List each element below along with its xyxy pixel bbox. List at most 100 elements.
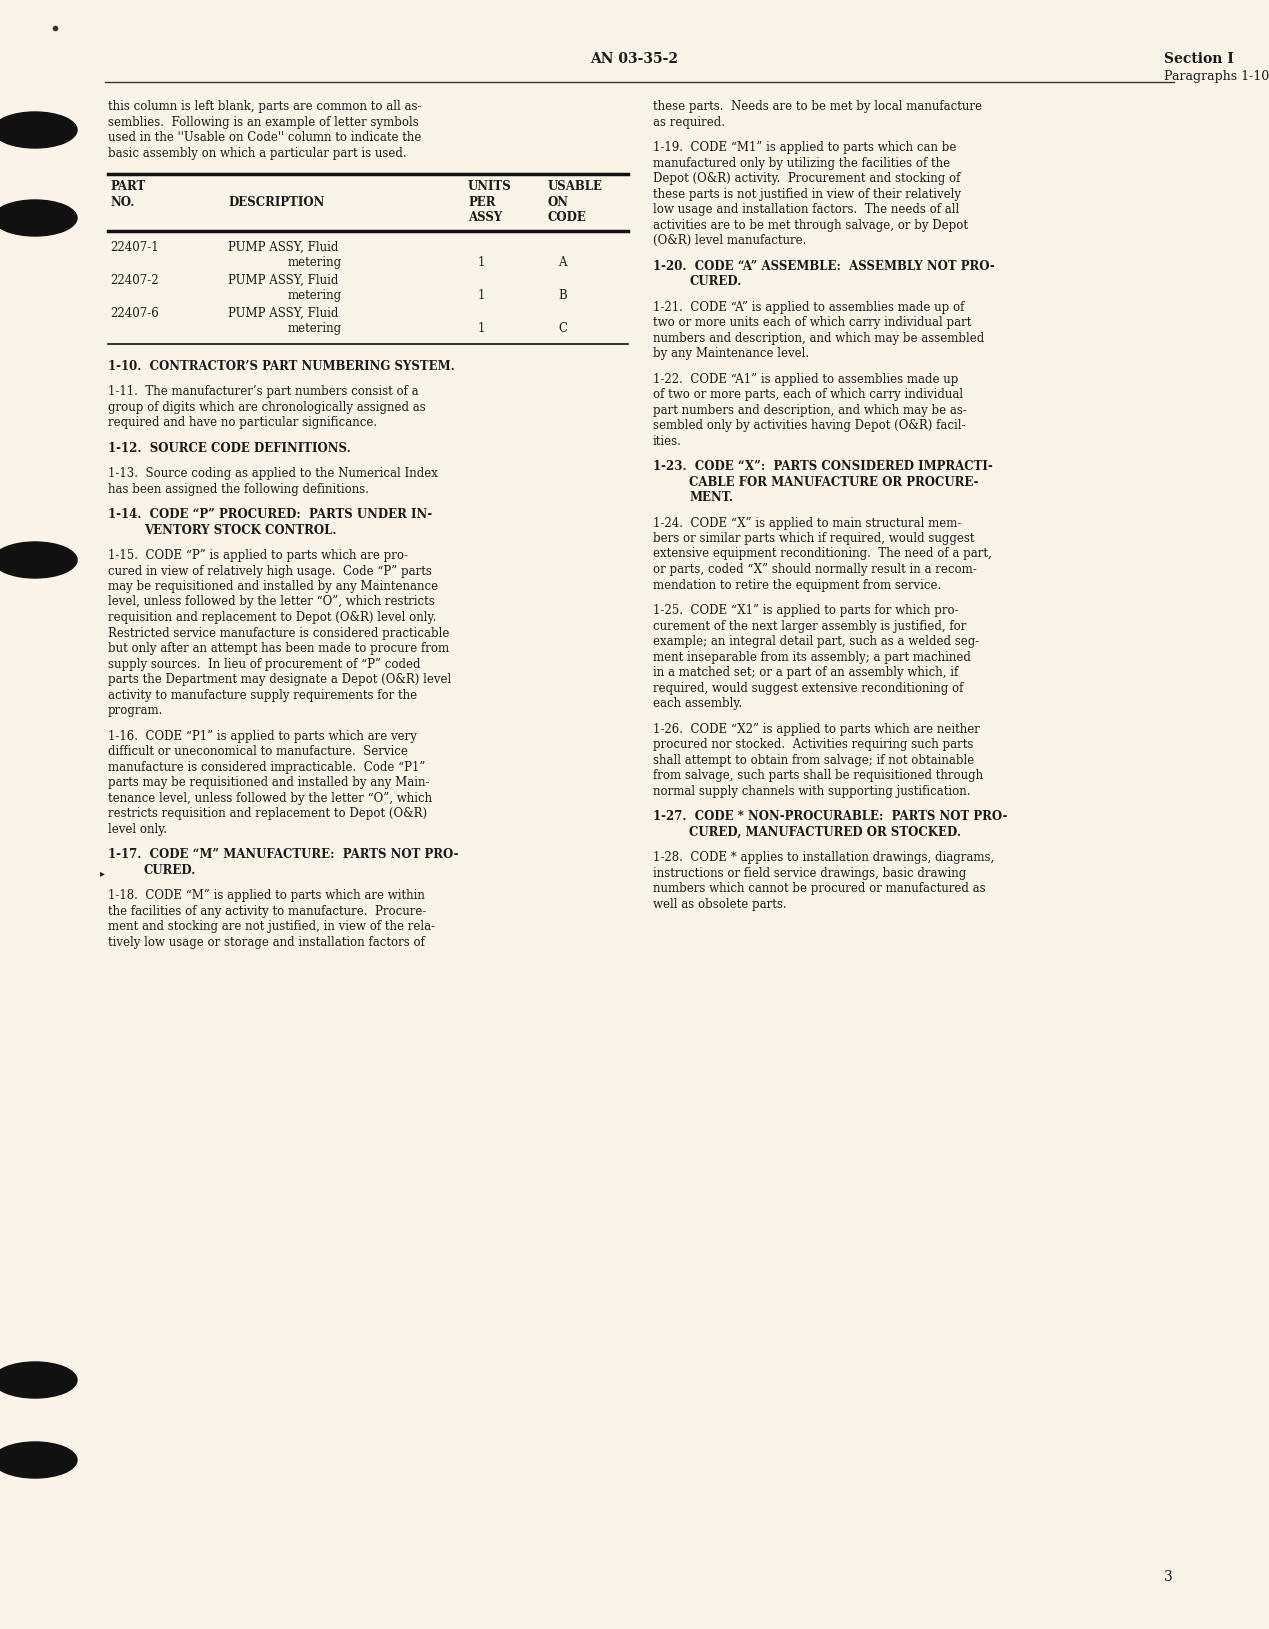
Text: 1: 1 (478, 256, 485, 269)
Text: 1-11.  The manufacturer’s part numbers consist of a: 1-11. The manufacturer’s part numbers co… (108, 384, 419, 397)
Text: Depot (O&R) activity.  Procurement and stocking of: Depot (O&R) activity. Procurement and st… (654, 173, 961, 186)
Text: CURED.: CURED. (689, 275, 741, 288)
Text: tively low usage or storage and installation factors of: tively low usage or storage and installa… (108, 935, 425, 948)
Text: 1-23.  CODE “X”:  PARTS CONSIDERED IMPRACTI-: 1-23. CODE “X”: PARTS CONSIDERED IMPRACT… (654, 459, 992, 472)
Text: used in the ''Usable on Code'' column to indicate the: used in the ''Usable on Code'' column to… (108, 130, 421, 143)
Text: may be requisitioned and installed by any Maintenance: may be requisitioned and installed by an… (108, 580, 438, 593)
Ellipse shape (0, 112, 77, 148)
Text: normal supply channels with supporting justification.: normal supply channels with supporting j… (654, 785, 971, 798)
Text: ment inseparable from its assembly; a part machined: ment inseparable from its assembly; a pa… (654, 650, 971, 663)
Text: level, unless followed by the letter “O”, which restricts: level, unless followed by the letter “O”… (108, 596, 435, 609)
Text: procured nor stocked.  Activities requiring such parts: procured nor stocked. Activities requiri… (654, 738, 973, 751)
Text: low usage and installation factors.  The needs of all: low usage and installation factors. The … (654, 204, 959, 217)
Text: well as obsolete parts.: well as obsolete parts. (654, 898, 787, 911)
Text: requisition and replacement to Depot (O&R) level only.: requisition and replacement to Depot (O&… (108, 611, 437, 624)
Text: metering: metering (288, 288, 343, 301)
Text: sembled only by activities having Depot (O&R) facil-: sembled only by activities having Depot … (654, 419, 966, 432)
Text: Paragraphs 1-10 to 1-28: Paragraphs 1-10 to 1-28 (1164, 70, 1269, 83)
Text: required and have no particular significance.: required and have no particular signific… (108, 415, 377, 428)
Text: shall attempt to obtain from salvage; if not obtainable: shall attempt to obtain from salvage; if… (654, 754, 975, 767)
Text: difficult or uneconomical to manufacture.  Service: difficult or uneconomical to manufacture… (108, 744, 407, 757)
Ellipse shape (0, 200, 77, 236)
Text: 22407-6: 22407-6 (110, 306, 159, 319)
Text: has been assigned the following definitions.: has been assigned the following definiti… (108, 482, 369, 495)
Text: these parts is not justified in view of their relatively: these parts is not justified in view of … (654, 187, 961, 200)
Text: B: B (558, 288, 567, 301)
Text: 1-18.  CODE “M” is applied to parts which are within: 1-18. CODE “M” is applied to parts which… (108, 889, 425, 902)
Text: CODE: CODE (548, 212, 586, 225)
Text: mendation to retire the equipment from service.: mendation to retire the equipment from s… (654, 578, 942, 591)
Text: 1-28.  CODE * applies to installation drawings, diagrams,: 1-28. CODE * applies to installation dra… (654, 850, 994, 863)
Text: level only.: level only. (108, 823, 168, 836)
Text: metering: metering (288, 256, 343, 269)
Text: MENT.: MENT. (689, 490, 733, 503)
Text: numbers which cannot be procured or manufactured as: numbers which cannot be procured or manu… (654, 881, 986, 894)
Text: C: C (558, 323, 567, 336)
Text: or parts, coded “X” should normally result in a recom-: or parts, coded “X” should normally resu… (654, 564, 977, 577)
Text: program.: program. (108, 704, 164, 717)
Text: (O&R) level manufacture.: (O&R) level manufacture. (654, 235, 806, 248)
Text: activity to manufacture supply requirements for the: activity to manufacture supply requireme… (108, 689, 418, 702)
Text: 3: 3 (1164, 1570, 1173, 1583)
Text: PUMP ASSY, Fluid: PUMP ASSY, Fluid (228, 306, 339, 319)
Text: CURED.: CURED. (143, 863, 197, 876)
Text: basic assembly on which a particular part is used.: basic assembly on which a particular par… (108, 147, 406, 160)
Text: metering: metering (288, 323, 343, 336)
Text: 1-27.  CODE * NON-PROCURABLE:  PARTS NOT PRO-: 1-27. CODE * NON-PROCURABLE: PARTS NOT P… (654, 810, 1008, 823)
Text: 1-14.  CODE “P” PROCURED:  PARTS UNDER IN-: 1-14. CODE “P” PROCURED: PARTS UNDER IN- (108, 508, 433, 521)
Text: required, would suggest extensive reconditioning of: required, would suggest extensive recond… (654, 681, 963, 694)
Text: ▸: ▸ (100, 868, 105, 878)
Text: PUMP ASSY, Fluid: PUMP ASSY, Fluid (228, 241, 339, 254)
Text: cured in view of relatively high usage.  Code “P” parts: cured in view of relatively high usage. … (108, 565, 431, 578)
Text: semblies.  Following is an example of letter symbols: semblies. Following is an example of let… (108, 116, 419, 129)
Text: NO.: NO. (110, 195, 135, 209)
Text: restricts requisition and replacement to Depot (O&R): restricts requisition and replacement to… (108, 806, 428, 819)
Text: 1-16.  CODE “P1” is applied to parts which are very: 1-16. CODE “P1” is applied to parts whic… (108, 730, 418, 743)
Text: Section I: Section I (1164, 52, 1233, 67)
Text: 1-12.  SOURCE CODE DEFINITIONS.: 1-12. SOURCE CODE DEFINITIONS. (108, 441, 350, 454)
Text: 1-25.  CODE “X1” is applied to parts for which pro-: 1-25. CODE “X1” is applied to parts for … (654, 604, 958, 617)
Text: from salvage, such parts shall be requisitioned through: from salvage, such parts shall be requis… (654, 769, 983, 782)
Text: part numbers and description, and which may be as-: part numbers and description, and which … (654, 404, 967, 417)
Text: A: A (558, 256, 566, 269)
Text: 1-21.  CODE “A” is applied to assemblies made up of: 1-21. CODE “A” is applied to assemblies … (654, 300, 964, 313)
Text: instructions or field service drawings, basic drawing: instructions or field service drawings, … (654, 867, 966, 880)
Text: CURED, MANUFACTURED OR STOCKED.: CURED, MANUFACTURED OR STOCKED. (689, 826, 961, 839)
Ellipse shape (0, 542, 77, 578)
Text: 1-10.  CONTRACTOR’S PART NUMBERING SYSTEM.: 1-10. CONTRACTOR’S PART NUMBERING SYSTEM… (108, 360, 454, 373)
Text: the facilities of any activity to manufacture.  Procure-: the facilities of any activity to manufa… (108, 904, 426, 917)
Text: 1-19.  CODE “M1” is applied to parts which can be: 1-19. CODE “M1” is applied to parts whic… (654, 142, 957, 155)
Text: manufacture is considered impracticable.  Code “P1”: manufacture is considered impracticable.… (108, 761, 425, 774)
Text: as required.: as required. (654, 116, 725, 129)
Text: parts the Department may designate a Depot (O&R) level: parts the Department may designate a Dep… (108, 673, 452, 686)
Text: group of digits which are chronologically assigned as: group of digits which are chronologicall… (108, 401, 426, 414)
Text: extensive equipment reconditioning.  The need of a part,: extensive equipment reconditioning. The … (654, 547, 992, 560)
Text: two or more units each of which carry individual part: two or more units each of which carry in… (654, 316, 971, 329)
Text: this column is left blank, parts are common to all as-: this column is left blank, parts are com… (108, 99, 421, 112)
Text: 1-15.  CODE “P” is applied to parts which are pro-: 1-15. CODE “P” is applied to parts which… (108, 549, 409, 562)
Text: supply sources.  In lieu of procurement of “P” coded: supply sources. In lieu of procurement o… (108, 658, 420, 671)
Text: UNITS: UNITS (468, 179, 511, 192)
Text: 1-13.  Source coding as applied to the Numerical Index: 1-13. Source coding as applied to the Nu… (108, 468, 438, 481)
Text: numbers and description, and which may be assembled: numbers and description, and which may b… (654, 331, 985, 344)
Text: by any Maintenance level.: by any Maintenance level. (654, 347, 810, 360)
Text: 1-24.  CODE “X” is applied to main structural mem-: 1-24. CODE “X” is applied to main struct… (654, 516, 962, 529)
Text: manufactured only by utilizing the facilities of the: manufactured only by utilizing the facil… (654, 156, 950, 169)
Text: each assembly.: each assembly. (654, 697, 742, 710)
Text: 1-20.  CODE “A” ASSEMBLE:  ASSEMBLY NOT PRO-: 1-20. CODE “A” ASSEMBLE: ASSEMBLY NOT PR… (654, 259, 995, 272)
Text: DESCRIPTION: DESCRIPTION (228, 195, 325, 209)
Text: Restricted service manufacture is considered practicable: Restricted service manufacture is consid… (108, 627, 449, 640)
Text: AN 03-35-2: AN 03-35-2 (590, 52, 679, 67)
Text: 1-22.  CODE “A1” is applied to assemblies made up: 1-22. CODE “A1” is applied to assemblies… (654, 373, 958, 386)
Text: example; an integral detail part, such as a welded seg-: example; an integral detail part, such a… (654, 635, 980, 648)
Text: 22407-1: 22407-1 (110, 241, 159, 254)
Text: USABLE: USABLE (548, 179, 603, 192)
Text: tenance level, unless followed by the letter “O”, which: tenance level, unless followed by the le… (108, 792, 433, 805)
Ellipse shape (0, 1362, 77, 1398)
Text: activities are to be met through salvage, or by Depot: activities are to be met through salvage… (654, 218, 968, 231)
Text: 22407-2: 22407-2 (110, 274, 159, 287)
Text: PUMP ASSY, Fluid: PUMP ASSY, Fluid (228, 274, 339, 287)
Text: ities.: ities. (654, 435, 681, 448)
Text: parts may be requisitioned and installed by any Main-: parts may be requisitioned and installed… (108, 775, 429, 788)
Text: ASSY: ASSY (468, 212, 503, 225)
